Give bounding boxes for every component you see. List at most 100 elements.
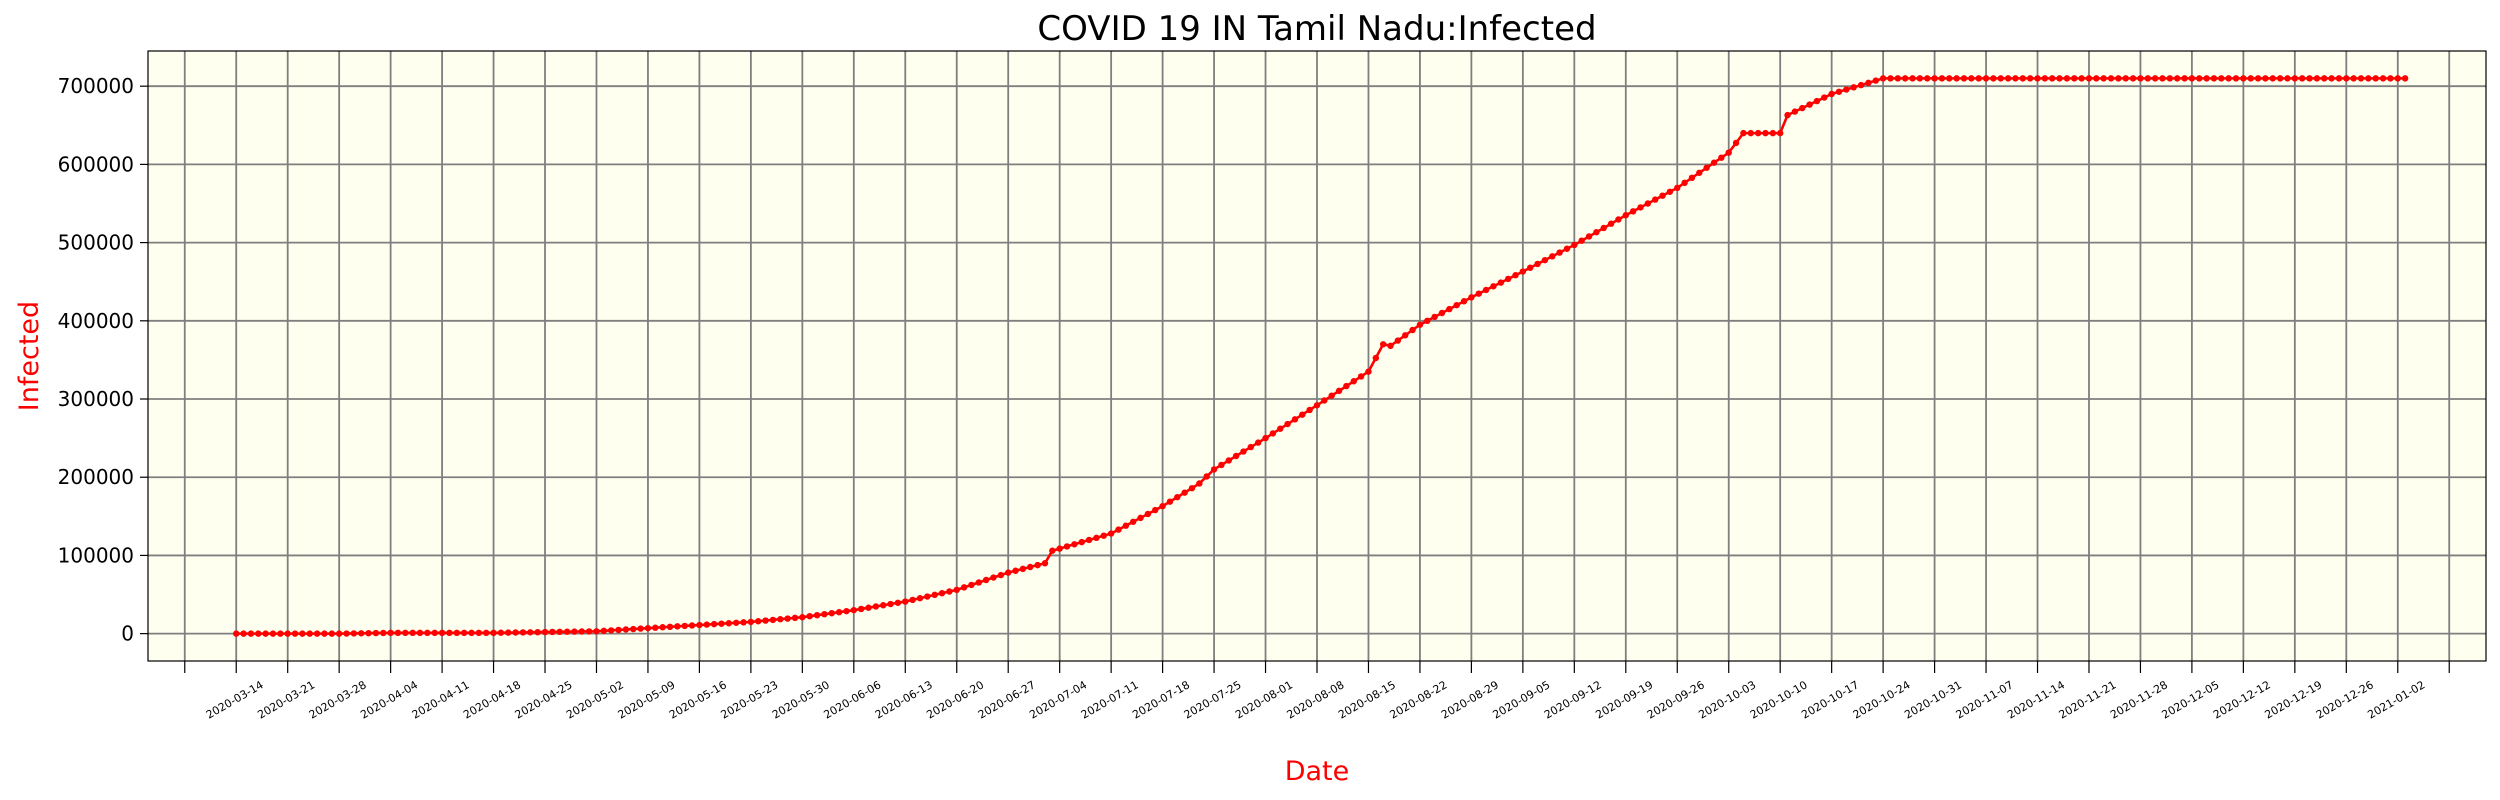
data-point — [1857, 81, 1865, 89]
data-point — [1872, 77, 1879, 84]
data-point — [1504, 275, 1512, 283]
data-point — [365, 629, 372, 637]
data-point — [2026, 75, 2034, 82]
x-tick-label: 2020-11-28 — [2108, 678, 2170, 721]
data-point — [233, 630, 240, 637]
data-point — [2151, 75, 2159, 82]
data-point — [1174, 493, 1181, 501]
data-point — [1144, 510, 1152, 518]
data-point — [1034, 561, 1041, 569]
data-point — [1262, 434, 1269, 442]
data-point — [1732, 139, 1740, 147]
data-point — [2240, 75, 2247, 82]
data-point — [1041, 560, 1049, 567]
data-point — [2085, 75, 2093, 82]
data-point — [1306, 406, 1313, 414]
data-point — [578, 628, 585, 635]
data-point — [1012, 567, 1019, 574]
data-point — [1321, 397, 1328, 404]
data-point — [1747, 129, 1754, 137]
data-point — [1990, 75, 1997, 82]
data-point — [2144, 75, 2151, 82]
data-point — [1887, 75, 1894, 82]
data-point — [835, 608, 843, 616]
data-point — [1622, 212, 1629, 219]
data-point — [534, 628, 541, 636]
x-tick-label: 2020-07-11 — [1079, 678, 1141, 721]
data-point — [2276, 75, 2284, 82]
data-point — [1615, 216, 1622, 223]
data-point — [2056, 75, 2063, 82]
data-point — [1600, 224, 1607, 232]
data-point — [2357, 75, 2365, 82]
data-point — [460, 629, 468, 637]
data-point — [313, 630, 321, 637]
data-point — [512, 629, 519, 636]
data-point — [1203, 473, 1210, 480]
data-point — [1387, 342, 1394, 350]
x-tick-label: 2020-10-10 — [1748, 678, 1810, 721]
data-point — [1468, 294, 1475, 301]
data-point — [1879, 75, 1887, 82]
data-point — [247, 630, 255, 637]
data-point — [1446, 305, 1453, 313]
data-point — [2012, 75, 2019, 82]
data-point — [894, 599, 902, 606]
data-point — [1027, 563, 1034, 571]
data-point — [1019, 565, 1027, 573]
data-point — [299, 630, 306, 637]
x-tick-label: 2020-11-21 — [2057, 678, 2119, 721]
data-point — [740, 619, 747, 626]
data-point — [424, 629, 431, 637]
data-point — [269, 630, 277, 637]
chart-title: COVID 19 IN Tamil Nadu:Infected — [1037, 9, 1596, 49]
data-point — [1497, 279, 1505, 286]
data-point — [2122, 75, 2129, 82]
data-point — [2328, 75, 2335, 82]
data-point — [1784, 111, 1791, 119]
x-tick-label: 2020-12-05 — [2160, 678, 2222, 721]
data-point — [1159, 502, 1166, 510]
x-tick-label: 2020-05-09 — [616, 678, 678, 721]
data-point — [1093, 534, 1100, 542]
data-point — [284, 630, 291, 637]
y-axis-label: Infected — [14, 301, 45, 411]
data-point — [828, 609, 835, 617]
data-point — [718, 620, 725, 627]
x-tick-label: 2020-08-29 — [1439, 678, 1501, 721]
x-tick-label: 2020-08-15 — [1336, 678, 1398, 721]
data-point — [1953, 75, 1960, 82]
data-point — [556, 628, 563, 636]
data-point — [644, 624, 652, 632]
x-tick-label: 2020-04-04 — [358, 678, 420, 721]
data-point — [600, 627, 608, 635]
data-point — [2137, 75, 2144, 82]
data-point — [2372, 75, 2379, 82]
data-point — [1166, 498, 1174, 505]
data-point — [585, 628, 593, 635]
data-point — [1284, 420, 1291, 428]
data-point — [1982, 75, 1990, 82]
data-point — [571, 628, 578, 635]
data-point — [1277, 425, 1284, 432]
data-point — [1637, 204, 1644, 211]
data-point — [887, 600, 894, 608]
data-point — [791, 614, 799, 622]
data-point — [1762, 129, 1769, 137]
data-point — [1424, 317, 1431, 325]
data-point — [1210, 466, 1218, 473]
data-point — [982, 576, 990, 584]
data-point — [593, 628, 600, 635]
data-point — [1240, 448, 1247, 455]
data-point — [1909, 75, 1916, 82]
data-point — [497, 629, 505, 636]
data-point — [2298, 75, 2306, 82]
data-point — [306, 630, 313, 637]
data-point — [659, 624, 666, 631]
data-point — [1754, 129, 1762, 137]
data-point — [1549, 253, 1556, 260]
data-point — [1607, 220, 1615, 227]
x-tick-label: 2020-10-03 — [1696, 678, 1758, 721]
x-tick-label: 2020-08-22 — [1388, 678, 1450, 721]
